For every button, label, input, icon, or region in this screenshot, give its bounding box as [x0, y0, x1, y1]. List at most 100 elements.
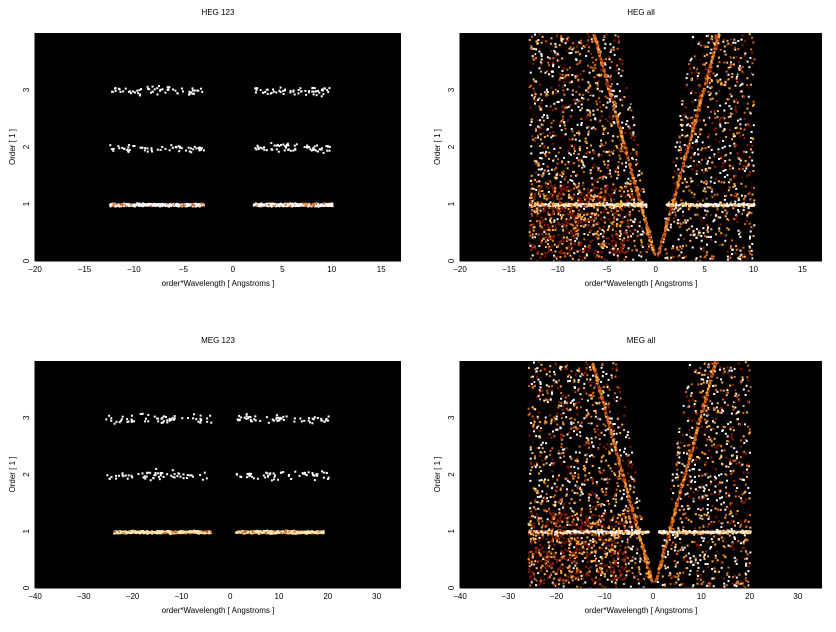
heatmap-cell: [320, 149, 322, 151]
heatmap-cell: [546, 89, 548, 91]
heatmap-cell: [706, 229, 708, 231]
heatmap-cell: [720, 49, 722, 51]
heatmap-cell: [685, 186, 687, 188]
heatmap-cell: [537, 201, 539, 203]
heatmap-cell: [631, 225, 633, 227]
heatmap-cell: [739, 65, 741, 67]
heatmap-cell: [178, 204, 180, 206]
heatmap-cell: [751, 145, 753, 147]
heatmap-cell: [539, 145, 541, 147]
heatmap-cell: [316, 94, 318, 96]
heatmap-cell: [579, 140, 581, 142]
heatmap-cell: [751, 181, 753, 183]
heatmap-cell: [675, 146, 677, 148]
heatmap-cell: [574, 215, 576, 217]
heatmap-cell: [642, 211, 644, 213]
heatmap-cell: [737, 48, 739, 50]
heatmap-cell: [169, 204, 171, 206]
heatmap-cell: [530, 85, 532, 87]
heatmap-cell: [736, 78, 738, 80]
heatmap-cell: [737, 40, 739, 42]
heatmap-cell: [690, 234, 692, 236]
heatmap-cell: [698, 109, 700, 111]
heatmap-cell: [615, 231, 617, 233]
heatmap-cell: [576, 204, 578, 206]
heatmap-cell: [682, 100, 684, 102]
heatmap-cell: [562, 74, 564, 76]
heatmap-cell: [615, 212, 617, 214]
heatmap-cell: [577, 124, 579, 126]
heatmap-cell: [725, 83, 727, 85]
heatmap-cell: [725, 169, 727, 171]
heatmap-cell: [719, 105, 721, 107]
heatmap-cell: [734, 201, 736, 203]
heatmap-cell: [746, 124, 748, 126]
heatmap-cell: [317, 203, 319, 205]
heatmap-cell: [564, 178, 566, 180]
heatmap-cell: [535, 130, 537, 132]
heatmap-cell: [593, 150, 595, 152]
heatmap-cell: [632, 209, 634, 211]
heatmap-cell: [540, 77, 542, 79]
heatmap-cell: [720, 232, 722, 234]
heatmap-cell: [612, 101, 614, 103]
heatmap-cell: [593, 222, 595, 224]
heatmap-cell: [643, 215, 645, 217]
heatmap-cell: [623, 221, 625, 223]
heatmap-cell: [688, 228, 690, 230]
heatmap-cell: [678, 178, 680, 180]
heatmap-cell: [534, 140, 536, 142]
heatmap-cell: [679, 222, 681, 224]
heatmap-cell: [151, 151, 153, 153]
heatmap-cell: [608, 56, 610, 58]
heatmap-cell: [740, 254, 742, 256]
heatmap-cell: [573, 162, 575, 164]
heatmap-cell: [711, 255, 713, 257]
heatmap-cell: [598, 53, 600, 55]
heatmap-cell: [725, 195, 727, 197]
heatmap-cell: [665, 248, 667, 250]
heatmap-cell: [728, 181, 730, 183]
heatmap-cell: [712, 258, 714, 260]
heatmap-cell: [728, 74, 730, 76]
heatmap-cell: [721, 188, 723, 190]
heatmap-cell: [718, 228, 720, 230]
heatmap-cell: [642, 253, 644, 255]
heatmap-cell: [617, 248, 619, 250]
heatmap-cell: [552, 160, 554, 162]
heatmap-cell: [715, 75, 717, 77]
heatmap-cell: [578, 189, 580, 191]
heatmap-cell: [609, 252, 611, 254]
heatmap-cell: [597, 251, 599, 253]
heatmap-cell: [680, 157, 682, 159]
heatmap-cell: [725, 102, 727, 104]
heatmap-cell: [676, 249, 678, 251]
heatmap-cell: [611, 61, 613, 63]
heatmap-cell: [613, 192, 615, 194]
x-axis-label: order*Wavelength [ Angstroms ]: [162, 279, 275, 288]
heatmap-cell: [616, 118, 618, 120]
heatmap-cell: [561, 183, 563, 185]
heatmap-cell: [738, 199, 740, 201]
heatmap-cell: [679, 136, 681, 138]
heatmap-cell: [139, 93, 141, 95]
heatmap-cell: [600, 140, 602, 142]
heatmap-cell: [559, 174, 561, 176]
heatmap-cell: [753, 235, 755, 237]
heatmap-cell: [623, 169, 625, 171]
heatmap-cell: [559, 44, 561, 46]
heatmap-cell: [733, 47, 735, 49]
heatmap-cell: [728, 68, 730, 70]
heatmap-cell: [615, 208, 617, 210]
heatmap-cell: [542, 220, 544, 222]
heatmap-cell: [605, 177, 607, 179]
heatmap-cell: [678, 180, 680, 182]
heatmap-cell: [744, 55, 746, 57]
heatmap-cell: [612, 118, 614, 120]
heatmap-cell: [172, 89, 174, 91]
heatmap-cell: [558, 152, 560, 154]
heatmap-cell: [595, 236, 597, 238]
heatmap-cell: [612, 146, 614, 148]
